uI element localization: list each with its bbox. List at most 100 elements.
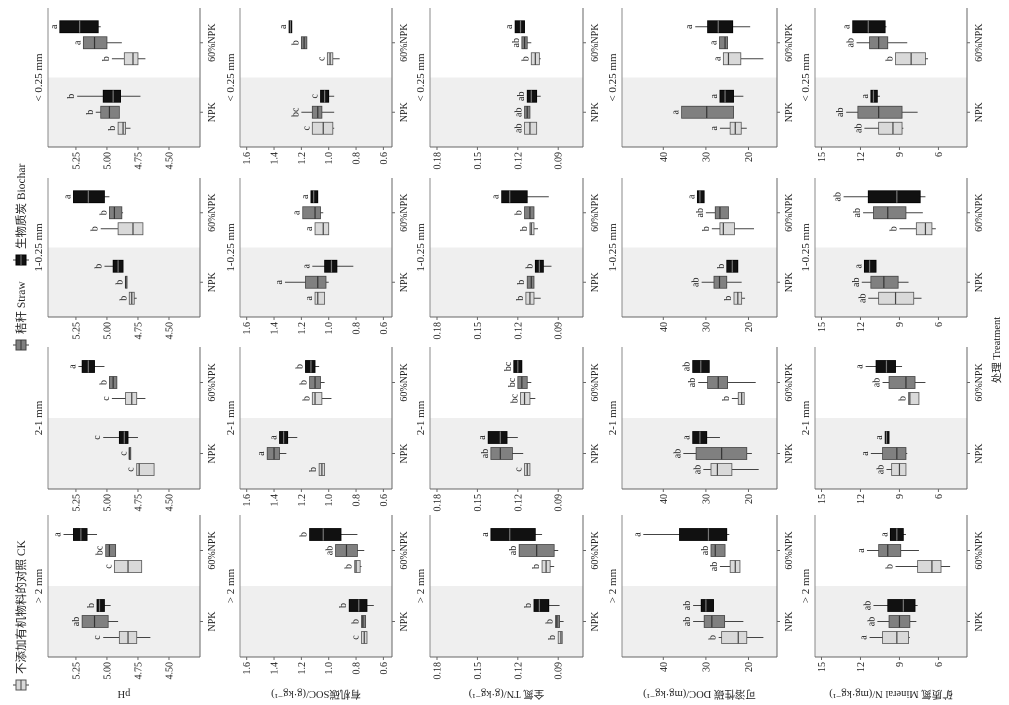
box-biochar: ab — [682, 360, 710, 373]
box-iqr — [310, 190, 319, 204]
box-biochar: b — [86, 599, 111, 612]
x-tick-label: 60%NPK — [590, 193, 601, 232]
significance-letter: b — [716, 264, 727, 269]
y-tick-label: 1.4 — [270, 494, 281, 507]
box-ck: b — [723, 291, 746, 305]
y-tick-label: 1.2 — [297, 152, 308, 165]
y-tick-label: 0.18 — [433, 494, 444, 512]
panel: 2-1 mm 0.09 0.12 0.15 0.18 NPK c ab a 60%NPK bc bc b… — [415, 347, 601, 512]
legend-item-biochar: 生物质炭 Biochar — [13, 164, 29, 266]
y-axis-label: pH — [117, 688, 130, 699]
significance-letter: c — [118, 451, 129, 456]
box-iqr — [882, 447, 907, 460]
panel-title: > 2 mm — [415, 568, 427, 603]
box-ck: b — [107, 121, 131, 135]
y-tick-label: 0.15 — [473, 662, 484, 680]
box-ck: b — [101, 52, 146, 66]
box-straw: a — [292, 206, 324, 220]
y-axis-label: 有机碳SOC/(g·kg⁻¹) — [271, 688, 361, 701]
panel-title: 2-1 mm — [415, 400, 427, 435]
box-iqr — [703, 615, 726, 628]
y-tick-label: 40 — [659, 152, 670, 162]
box-ck: ab — [853, 121, 904, 135]
y-tick-label: 1.0 — [324, 322, 335, 335]
significance-letter: ab — [833, 192, 844, 201]
significance-letter: b — [115, 280, 126, 285]
box-iqr — [314, 291, 326, 305]
x-tick-label: NPK — [974, 101, 985, 122]
significance-letter: c — [92, 435, 103, 440]
significance-letter: ab — [875, 465, 886, 474]
box-iqr — [82, 36, 108, 50]
significance-letter: a — [72, 40, 83, 45]
significance-letter: a — [856, 548, 867, 553]
significance-letter: ab — [866, 617, 877, 626]
panel-title: 2-1 mm — [33, 400, 45, 435]
y-tick-label: 5.25 — [71, 152, 82, 170]
box-straw: bc — [95, 544, 117, 557]
box-biochar: b — [523, 599, 560, 612]
x-tick-label: 60%NPK — [974, 531, 985, 570]
box-ck: b — [531, 560, 555, 573]
box-iqr — [713, 275, 728, 289]
significance-letter: bc — [507, 377, 518, 387]
box-straw: b — [516, 275, 535, 289]
significance-letter: ab — [516, 92, 527, 101]
box-straw: ab — [511, 36, 532, 50]
significance-letter: a — [879, 532, 890, 537]
significance-letter: bc — [510, 393, 521, 403]
y-tick-label: 0.12 — [513, 494, 524, 512]
box-iqr — [915, 222, 933, 236]
y-tick-label: 1.2 — [297, 662, 308, 675]
box-iqr — [123, 52, 139, 66]
box-straw: ab — [852, 206, 923, 220]
y-tick-label: 0.15 — [473, 494, 484, 512]
significance-letter: a — [682, 435, 693, 440]
y-tick-label: 6 — [934, 494, 945, 499]
box-iqr — [305, 360, 316, 373]
panel: > 2 mm 0.6 0.8 1.0 1.2 1.4 1.6 NPK c b b 60%NPK b ab b — [225, 515, 410, 675]
panel: < 0.25 mm0.090.120.150.18NPKababab60%NPK… — [415, 8, 601, 170]
npk-shaded-region — [48, 586, 200, 657]
box-iqr — [324, 259, 338, 273]
significance-letter: a — [477, 435, 488, 440]
box-straw: ab — [695, 206, 729, 220]
box-straw: ab — [700, 544, 726, 557]
box-iqr — [681, 105, 734, 119]
box-straw: ab — [71, 615, 119, 628]
significance-letter: ab — [853, 124, 864, 133]
box-biochar: a — [477, 431, 518, 444]
panel-title: < 0.25 mm — [607, 53, 619, 102]
y-tick-label: 5.00 — [102, 152, 113, 170]
x-tick-label: NPK — [784, 271, 795, 292]
significance-letter: a — [860, 93, 871, 98]
y-tick-label: 30 — [701, 322, 712, 332]
box-ck: b — [515, 291, 541, 305]
legend-label: 生物质炭 Biochar — [14, 164, 28, 249]
box-iqr — [73, 190, 105, 204]
y-tick-label: 0.12 — [513, 152, 524, 170]
significance-letter: ab — [846, 38, 857, 47]
x-tick-label: NPK — [784, 611, 795, 632]
y-tick-label: 40 — [659, 494, 670, 504]
box-ck: b — [898, 392, 920, 405]
significance-letter: ab — [709, 562, 720, 571]
y-tick-label: 5.25 — [71, 662, 82, 680]
box-ck: b — [547, 631, 563, 644]
significance-letter: ab — [692, 465, 703, 474]
significance-letter: a — [686, 194, 697, 199]
significance-letter: b — [301, 396, 312, 401]
significance-letter: b — [723, 296, 734, 301]
box-ck: b — [308, 463, 326, 476]
significance-letter: b — [294, 364, 305, 369]
box-iqr — [696, 190, 705, 204]
box-biochar: a — [278, 20, 293, 34]
box-straw: ab — [835, 105, 918, 119]
y-tick-label: 0.09 — [554, 152, 565, 170]
box-straw: ab — [691, 275, 742, 289]
significance-letter: a — [480, 532, 491, 537]
box-straw: b — [351, 615, 367, 628]
box-iqr — [557, 631, 563, 644]
box-biochar: a — [301, 259, 354, 273]
y-tick-label: 0.8 — [352, 662, 363, 675]
